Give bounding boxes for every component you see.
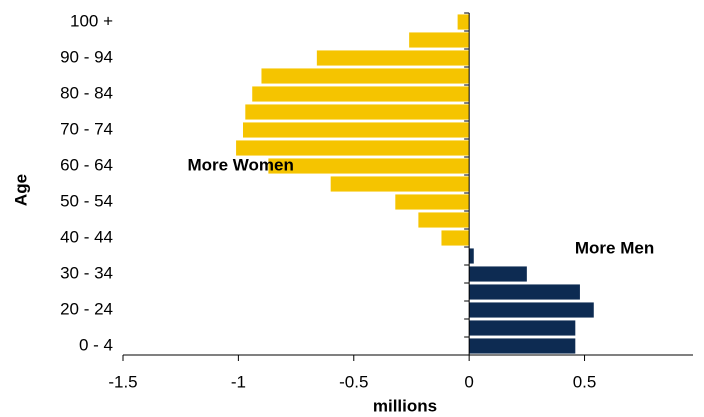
bar	[252, 86, 470, 102]
annotation: More Women	[187, 155, 293, 174]
x-tick-label: 0.5	[573, 372, 597, 391]
bar	[330, 176, 470, 192]
x-tick-label: -1.5	[108, 372, 137, 391]
bar	[316, 50, 470, 66]
y-tick-label: 20 - 24	[60, 299, 113, 318]
bar	[268, 158, 470, 174]
y-tick-label: 30 - 34	[60, 263, 113, 282]
y-axis-label: Age	[11, 174, 30, 206]
y-tick-label: 60 - 64	[60, 155, 113, 174]
x-tick-label: -1	[231, 372, 246, 391]
y-tick-label: 0 - 4	[79, 335, 113, 354]
bar	[243, 122, 470, 138]
bar	[469, 266, 527, 282]
x-axis-label: millions	[373, 396, 437, 415]
bar	[418, 212, 470, 228]
y-tick-label: 50 - 54	[60, 191, 113, 210]
bar	[236, 140, 470, 156]
x-tick-label: -0.5	[339, 372, 368, 391]
bar	[469, 320, 576, 336]
y-tick-label: 100 +	[70, 11, 113, 30]
bar	[469, 248, 474, 264]
annotation: More Men	[575, 238, 654, 257]
bar	[457, 14, 470, 30]
y-tick-label: 90 - 94	[60, 47, 113, 66]
bar	[441, 230, 470, 246]
bar	[469, 302, 594, 318]
y-tick-label: 80 - 84	[60, 83, 113, 102]
x-tick-label: 0	[464, 372, 473, 391]
bar	[395, 194, 470, 210]
bar	[469, 284, 580, 300]
bar	[409, 32, 470, 48]
bar	[261, 68, 470, 84]
bar	[469, 338, 576, 354]
y-tick-label: 40 - 44	[60, 227, 113, 246]
y-tick-label: 70 - 74	[60, 119, 113, 138]
bar	[245, 104, 470, 120]
